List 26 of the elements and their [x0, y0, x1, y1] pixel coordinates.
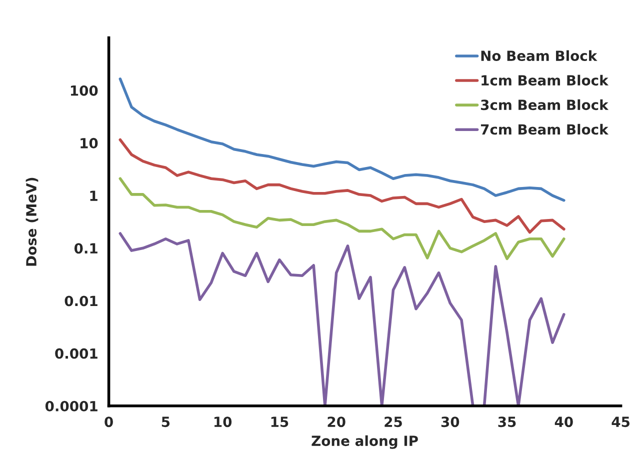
x-tick-label: 5 [162, 416, 170, 428]
line-series [118, 232, 566, 406]
legend-label: 1cm Beam Block [482, 74, 609, 86]
y-tick-label: 0.01 [64, 296, 98, 306]
y-tick-label: 1 [90, 190, 98, 201]
legend-label: 3cm Beam Block [480, 99, 609, 110]
line-series [118, 177, 566, 260]
line-series [118, 138, 566, 234]
x-tick-label: 15 [271, 416, 288, 428]
x-tick-label: 35 [498, 416, 516, 428]
x-tick-label: 10 [214, 416, 232, 428]
y-tick-label: 0.0001 [45, 400, 98, 412]
x-tick-label: 40 [554, 416, 573, 428]
legend-label: No Beam Block [481, 50, 598, 62]
y-tick-label: 10 [80, 138, 98, 148]
y-tick-label: 0.001 [55, 348, 98, 359]
y-tick-label: 100 [70, 85, 98, 96]
y-axis-title: Dose (MeV) [26, 178, 38, 266]
x-tick-label: 25 [384, 416, 402, 428]
x-tick-label: 45 [612, 416, 630, 428]
x-tick-label: 0 [104, 416, 113, 428]
x-axis-title: Zone along IP [312, 435, 418, 449]
x-tick-label: 30 [441, 416, 460, 428]
legend-label: 7cm Beam Block [480, 124, 609, 135]
y-tick-label: 0.1 [74, 243, 98, 254]
x-tick-label: 20 [328, 416, 346, 428]
